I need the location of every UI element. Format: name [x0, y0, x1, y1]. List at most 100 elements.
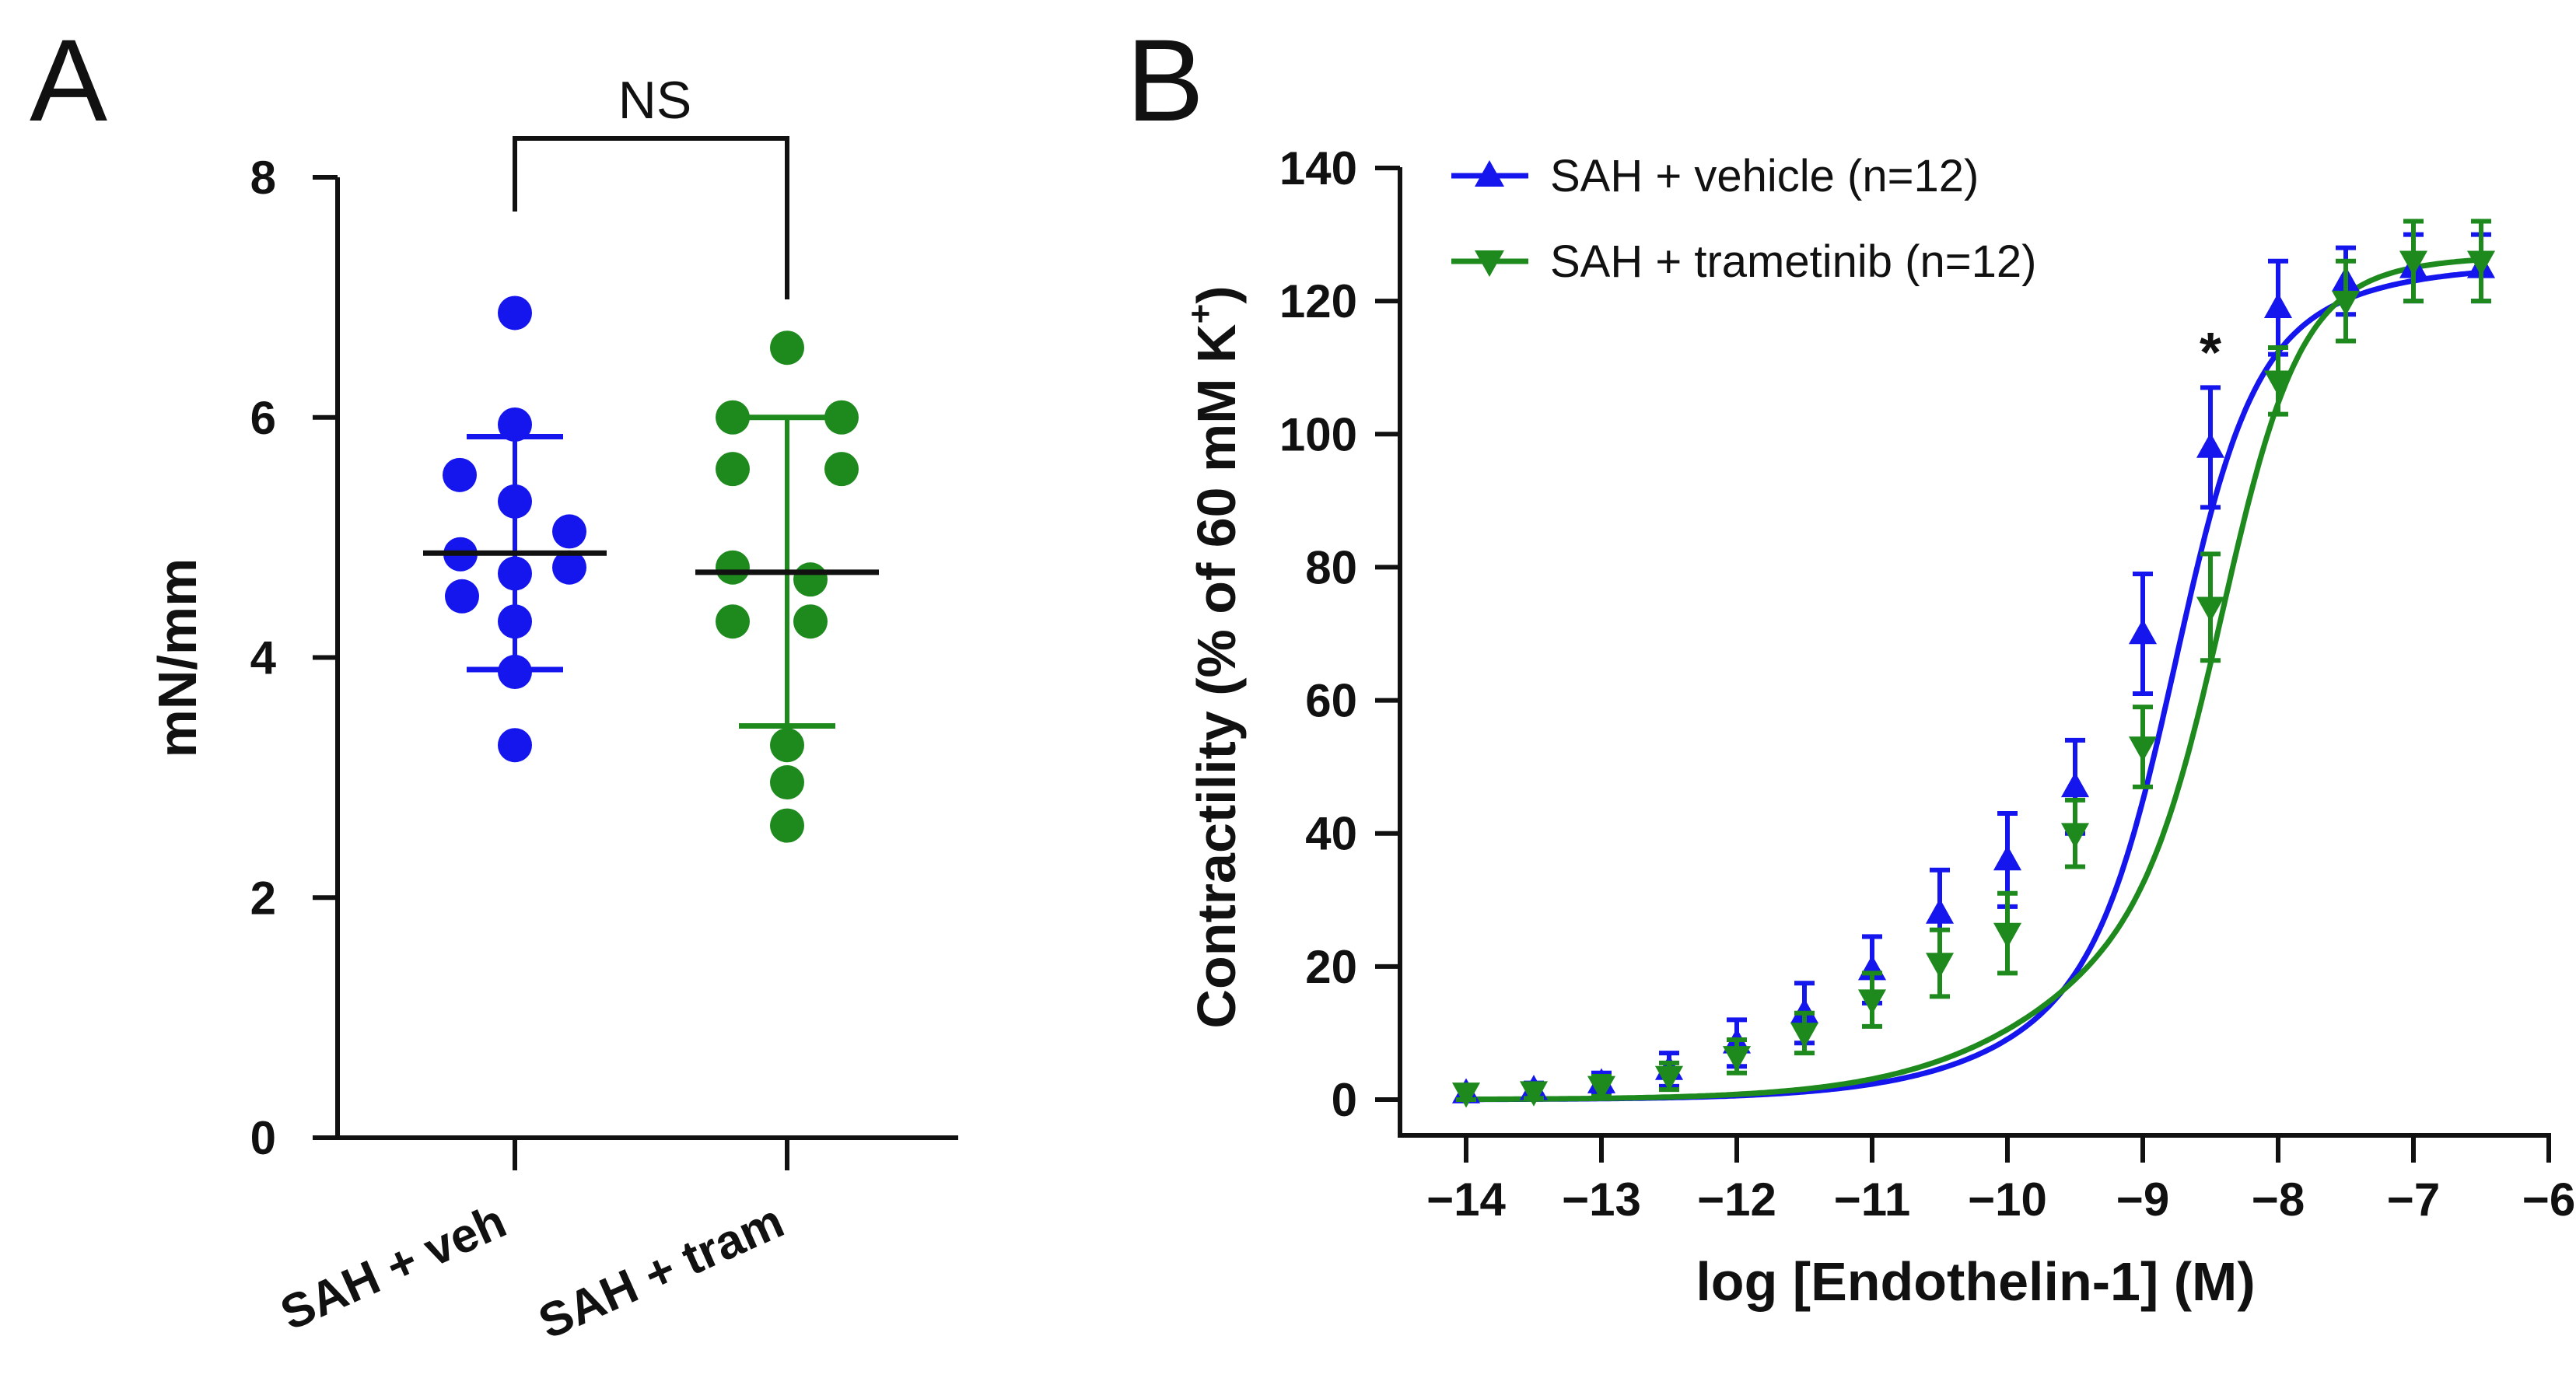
y-tick-label: 6 — [250, 392, 276, 444]
y-tick-label: 40 — [1305, 808, 1357, 860]
category-label: SAH + tram — [531, 1194, 792, 1350]
panel-b-x-ticks: −14 −13 −12 −11 −10 −9 −8 −7 −6 — [1426, 1135, 2575, 1226]
x-tick-label: −11 — [1834, 1173, 1910, 1226]
data-point — [770, 331, 804, 365]
data-point — [2060, 771, 2090, 798]
data-point — [716, 604, 750, 639]
y-tick-label: 100 — [1279, 408, 1357, 460]
legend-label: SAH + vehicle (n=12) — [1550, 151, 1979, 201]
data-point — [1925, 953, 1955, 978]
series-vehicle — [1451, 232, 2496, 1103]
data-point — [824, 400, 859, 435]
data-point — [498, 604, 532, 639]
legend-marker — [1475, 250, 1504, 277]
significance-star: * — [2200, 322, 2221, 384]
y-tick-label: 120 — [1279, 275, 1357, 327]
data-point — [1519, 1081, 1549, 1107]
data-point — [552, 514, 586, 549]
x-tick-label: −12 — [1697, 1173, 1776, 1226]
data-point — [2331, 290, 2361, 317]
x-tick-label: −6 — [2522, 1173, 2575, 1226]
data-point — [498, 484, 532, 519]
panel-a-y-label: mN/mm — [147, 558, 208, 758]
x-tick-label: −13 — [1562, 1173, 1641, 1226]
y-tick-label: 20 — [1305, 941, 1357, 993]
data-point — [498, 407, 532, 442]
data-point — [770, 728, 804, 763]
data-point — [2399, 250, 2428, 276]
fit-curve-vehicle — [1466, 269, 2482, 1103]
panel-b-fit-curves — [1466, 257, 2482, 1103]
series-vehicle — [423, 296, 607, 763]
panel-b-data — [1451, 219, 2496, 1108]
y-tick-label: 0 — [250, 1112, 276, 1164]
y-tick-label: 4 — [250, 632, 277, 684]
data-point — [2128, 736, 2158, 762]
data-point — [498, 296, 532, 331]
data-point — [716, 550, 750, 585]
panel-a-data — [423, 296, 879, 843]
data-point — [1993, 922, 2022, 949]
data-point — [552, 550, 586, 585]
data-point — [2196, 596, 2225, 622]
data-point — [445, 579, 479, 614]
data-point — [1993, 845, 2022, 871]
data-point — [498, 655, 532, 690]
data-point — [2128, 619, 2158, 645]
series-trametinib — [695, 331, 879, 843]
bracket-line — [513, 136, 789, 299]
data-point — [793, 604, 828, 639]
legend-item-trametinib: SAH + trametinib (n=12) — [1451, 236, 2036, 287]
x-tick-label: −14 — [1426, 1173, 1506, 1226]
significance-label: NS — [618, 71, 691, 130]
y-tick-label: 2 — [250, 872, 276, 924]
y-tick-label: 8 — [250, 152, 276, 204]
data-point — [770, 808, 804, 843]
data-point — [1722, 1046, 1752, 1072]
data-point — [793, 562, 828, 597]
data-point — [498, 556, 532, 591]
category-label: SAH + veh — [273, 1194, 514, 1341]
data-point — [716, 452, 750, 487]
data-point — [443, 457, 477, 492]
significance-bracket — [513, 136, 789, 299]
panel-b-x-label: log [Endothelin-1] (M) — [1696, 1251, 2255, 1312]
data-point — [1790, 1023, 1819, 1048]
panel-a-letter: A — [30, 15, 107, 145]
x-tick-label: −7 — [2387, 1173, 2440, 1226]
panel-b-annotations: * — [2200, 322, 2221, 384]
y-tick-label: 80 — [1305, 541, 1357, 593]
x-tick-label: −9 — [2116, 1173, 2169, 1226]
legend-item-vehicle: SAH + vehicle (n=12) — [1451, 151, 1979, 201]
x-tick-label: −8 — [2252, 1173, 2305, 1226]
y-tick-label: 140 — [1279, 142, 1357, 194]
y-tick-label: 60 — [1305, 675, 1357, 727]
x-tick-label: −10 — [1968, 1173, 2047, 1226]
panel-a: A 0 2 4 6 8 mN/mm NS SAH + veh SAH + tram — [30, 15, 958, 1349]
data-point — [2060, 823, 2090, 848]
data-point — [770, 765, 804, 800]
panel-b: B 0 20 40 60 80 100 120 140 −14 −13 −12 −11 −10 −9 −8… — [1126, 15, 2575, 1312]
data-point — [1857, 989, 1887, 1015]
legend: SAH + vehicle (n=12) SAH + trametinib (n=… — [1451, 151, 2036, 287]
data-point — [1925, 898, 1955, 924]
data-point — [716, 400, 750, 435]
data-point — [2263, 370, 2293, 396]
panel-a-categories: SAH + veh SAH + tram — [273, 1194, 792, 1350]
legend-label: SAH + trametinib (n=12) — [1550, 236, 2036, 287]
legend-marker — [1475, 160, 1504, 187]
panel-b-y-ticks: 0 20 40 60 80 100 120 140 — [1279, 142, 1400, 1126]
panel-a-x-ticks — [513, 1138, 789, 1170]
series-trametinib — [1451, 219, 2496, 1108]
panel-a-y-ticks: 0 2 4 6 8 — [250, 152, 338, 1164]
fit-curve-trametinib — [1466, 257, 2482, 1103]
data-point — [1451, 1082, 1481, 1108]
y-tick-label: 0 — [1332, 1074, 1357, 1126]
data-point — [1654, 1065, 1684, 1092]
panel-b-letter: B — [1126, 15, 1204, 145]
data-point — [2196, 432, 2225, 458]
panel-b-y-label: Contractility (% of 60 mM K+) — [1181, 285, 1247, 1028]
data-point — [824, 452, 859, 487]
data-point — [2263, 292, 2293, 318]
